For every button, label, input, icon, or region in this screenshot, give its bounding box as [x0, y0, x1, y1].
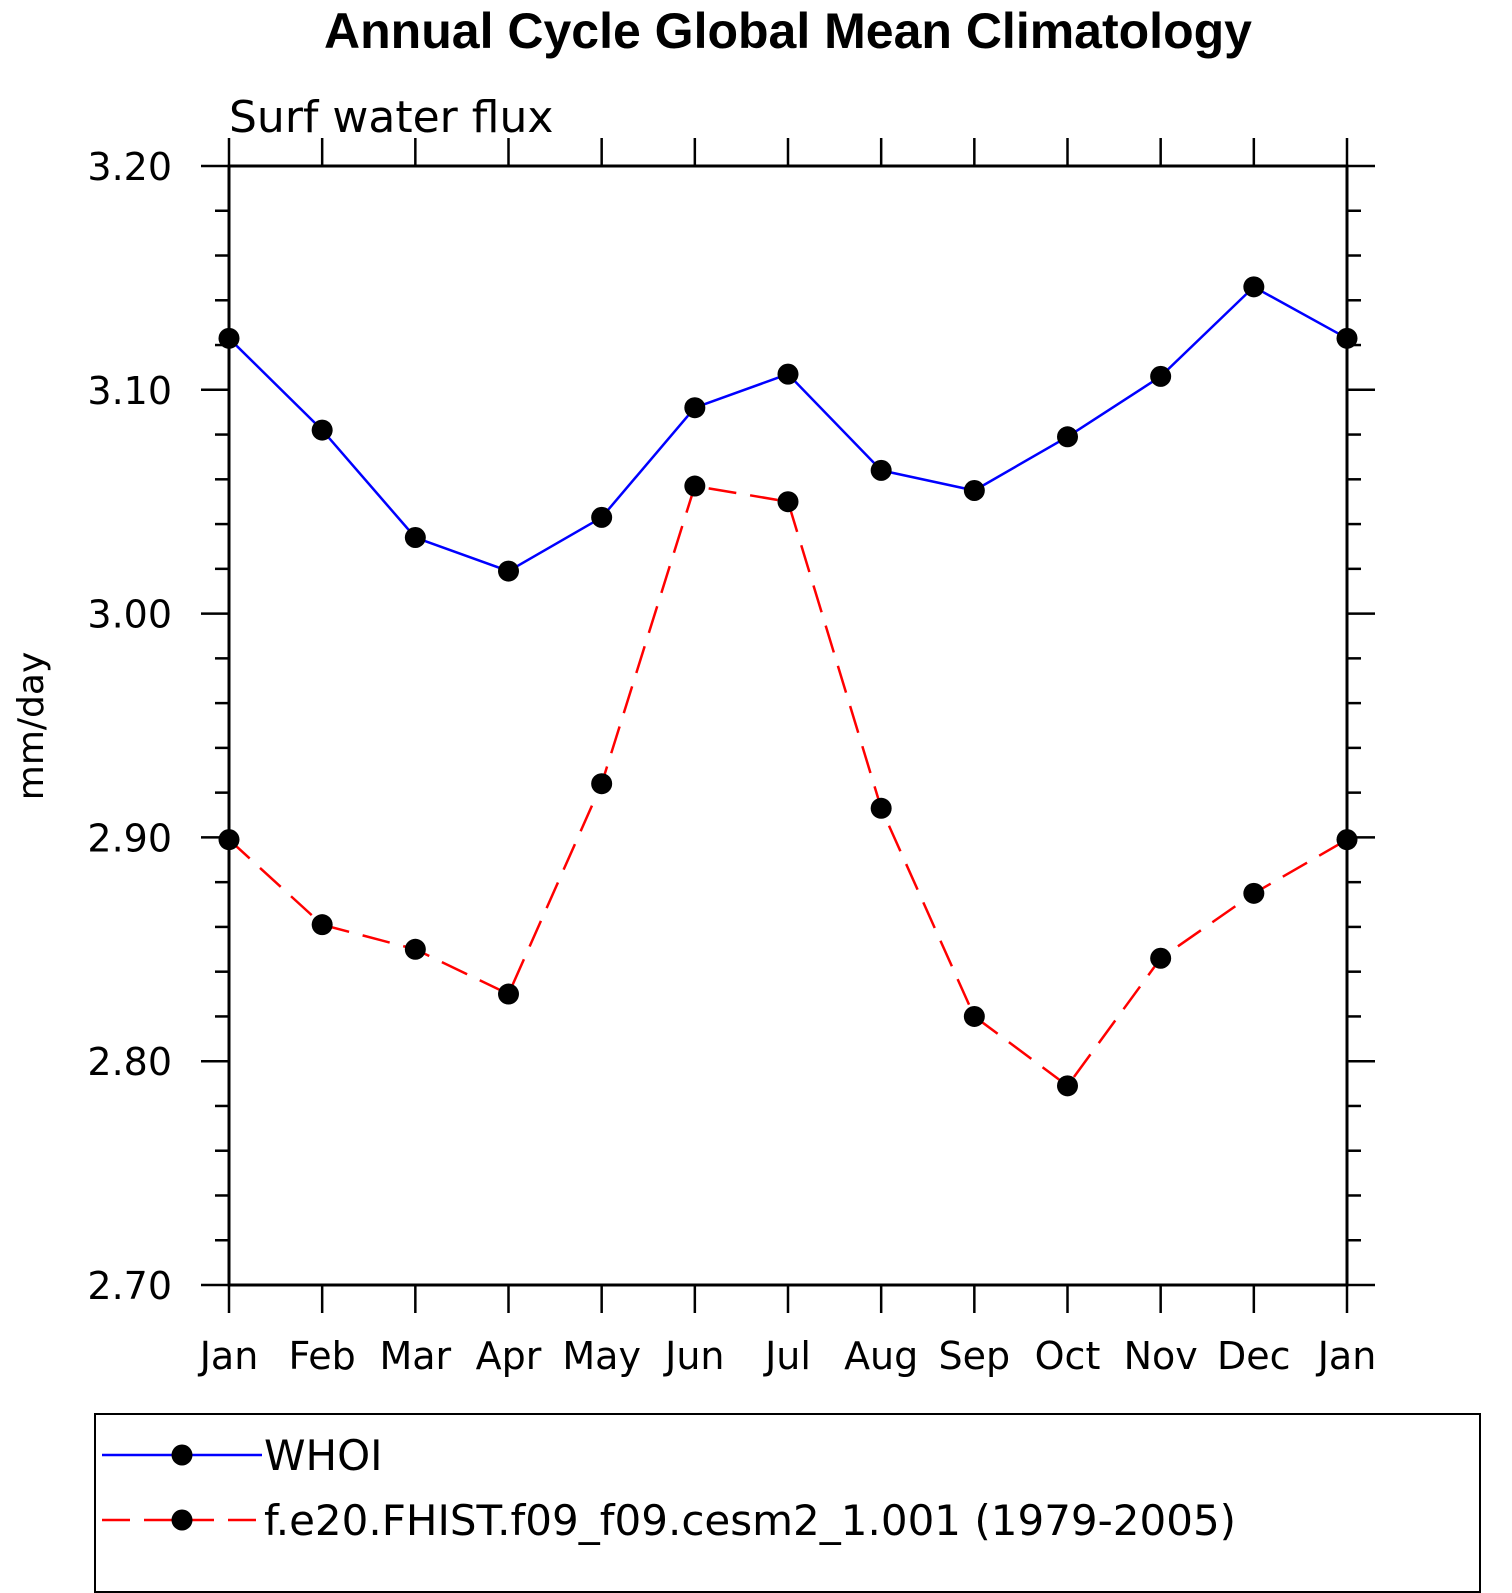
data-point-series-1 — [777, 363, 799, 385]
chart-subtitle: Surf water flux — [229, 92, 553, 143]
data-point-series-2 — [498, 983, 519, 1005]
data-point-series-2 — [1057, 1075, 1078, 1097]
y-tick-label: 3.00 — [87, 593, 172, 637]
data-point-series-1 — [311, 419, 333, 441]
x-tick-label: Aug — [844, 1334, 918, 1378]
x-tick-label: Sep — [939, 1334, 1011, 1378]
x-tick-label: Jul — [763, 1334, 811, 1378]
legend-marker-2 — [171, 1509, 193, 1531]
x-tick-label: Oct — [1035, 1334, 1101, 1378]
x-axis-ticks: Jan Feb Mar Apr May Jun Jul Aug Sep Oct Nov Dec Jan — [198, 138, 1377, 1378]
data-point-series-1 — [218, 327, 240, 349]
legend-box — [94, 1413, 1481, 1593]
data-point-series-2 — [311, 914, 333, 936]
y-tick-label: 2.80 — [87, 1040, 172, 1084]
data-point-series-2 — [684, 475, 706, 497]
data-point-series-1 — [498, 560, 519, 582]
x-tick-label: Mar — [379, 1334, 451, 1378]
y-tick-label: 3.20 — [87, 145, 172, 189]
y-tick-label: 2.90 — [87, 816, 172, 860]
series-line-1 — [228, 285, 1348, 573]
x-tick-label: Jan — [1316, 1334, 1377, 1378]
data-point-series-2 — [218, 829, 240, 851]
legend-label-2: f.e20.FHIST.f09_f09.cesm2_1.001 (1979-20… — [264, 1496, 1236, 1545]
x-tick-label: Jan — [198, 1334, 259, 1378]
chart-title: Annual Cycle Global Mean Climatology — [324, 3, 1252, 59]
series-layer — [218, 276, 1358, 1097]
data-point-series-1 — [1150, 365, 1172, 387]
data-point-series-1 — [963, 480, 985, 502]
legend-marker-1 — [171, 1444, 193, 1466]
legend-label-1: WHOI — [264, 1431, 383, 1480]
x-tick-label: Nov — [1124, 1334, 1198, 1378]
data-point-series-2 — [404, 938, 426, 960]
x-tick-label: Apr — [476, 1334, 542, 1378]
data-point-series-1 — [684, 397, 706, 419]
data-point-series-1 — [591, 506, 613, 528]
data-point-series-1 — [404, 527, 426, 549]
data-point-series-2 — [777, 491, 799, 513]
x-tick-label: May — [562, 1334, 641, 1378]
plot-frame — [227, 164, 1349, 1287]
y-axis-ticks: 2.70 2.80 2.90 3.00 3.10 3.20 — [87, 145, 1375, 1308]
x-tick-label: Feb — [289, 1334, 356, 1378]
legend: WHOI f.e20.FHIST.f09_f09.cesm2_1.001 (197… — [94, 1413, 1481, 1593]
data-point-series-2 — [1150, 947, 1172, 969]
data-point-series-2 — [1243, 882, 1265, 904]
data-point-series-2 — [1336, 829, 1358, 851]
y-tick-label: 2.70 — [87, 1264, 172, 1308]
data-point-series-2 — [591, 773, 613, 795]
y-tick-label: 3.10 — [87, 369, 172, 413]
data-point-series-1 — [1336, 327, 1358, 349]
data-point-series-2 — [870, 797, 892, 819]
data-point-series-1 — [870, 459, 892, 481]
data-point-series-2 — [963, 1005, 985, 1027]
x-tick-label: Dec — [1217, 1334, 1291, 1378]
x-tick-label: Jun — [663, 1334, 724, 1378]
series-line-2 — [228, 484, 1348, 1088]
data-point-series-1 — [1057, 426, 1078, 448]
data-point-series-1 — [1243, 276, 1265, 298]
y-axis-label: mm/day — [11, 652, 52, 800]
